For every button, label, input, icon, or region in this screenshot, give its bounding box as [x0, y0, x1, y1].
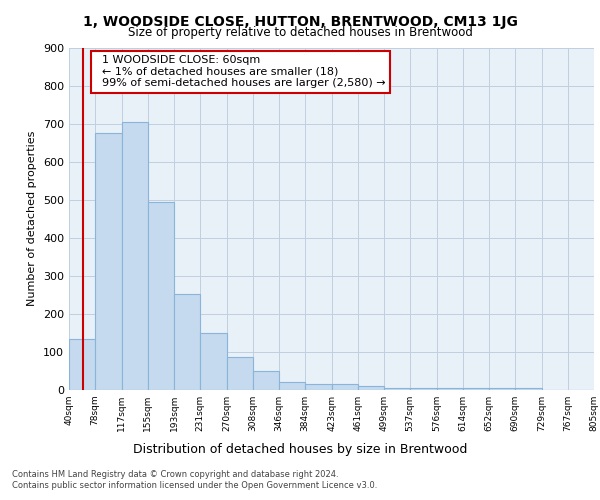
Bar	[69, 340, 95, 390]
Bar	[148, 202, 174, 390]
Text: Contains public sector information licensed under the Open Government Licence v3: Contains public sector information licen…	[12, 481, 377, 490]
Bar	[437, 388, 463, 390]
Bar	[95, 133, 122, 390]
Text: Size of property relative to detached houses in Brentwood: Size of property relative to detached ho…	[128, 26, 472, 39]
Text: Contains HM Land Registry data © Crown copyright and database right 2024.: Contains HM Land Registry data © Crown c…	[12, 470, 338, 479]
Bar	[279, 382, 305, 390]
Bar	[174, 294, 200, 390]
Bar	[227, 358, 253, 390]
Bar	[332, 384, 358, 390]
Bar	[253, 371, 279, 390]
Bar	[515, 388, 542, 390]
Bar	[358, 386, 384, 390]
Bar	[410, 388, 437, 390]
Y-axis label: Number of detached properties: Number of detached properties	[28, 131, 37, 306]
Bar	[489, 388, 515, 390]
Text: Distribution of detached houses by size in Brentwood: Distribution of detached houses by size …	[133, 442, 467, 456]
Bar	[200, 333, 227, 390]
Text: 1, WOODSIDE CLOSE, HUTTON, BRENTWOOD, CM13 1JG: 1, WOODSIDE CLOSE, HUTTON, BRENTWOOD, CM…	[83, 15, 517, 29]
Bar	[384, 388, 410, 390]
Bar	[463, 388, 489, 390]
Bar	[305, 384, 332, 390]
Text: 1 WOODSIDE CLOSE: 60sqm
  ← 1% of detached houses are smaller (18)
  99% of semi: 1 WOODSIDE CLOSE: 60sqm ← 1% of detached…	[95, 55, 386, 88]
Bar	[122, 122, 148, 390]
